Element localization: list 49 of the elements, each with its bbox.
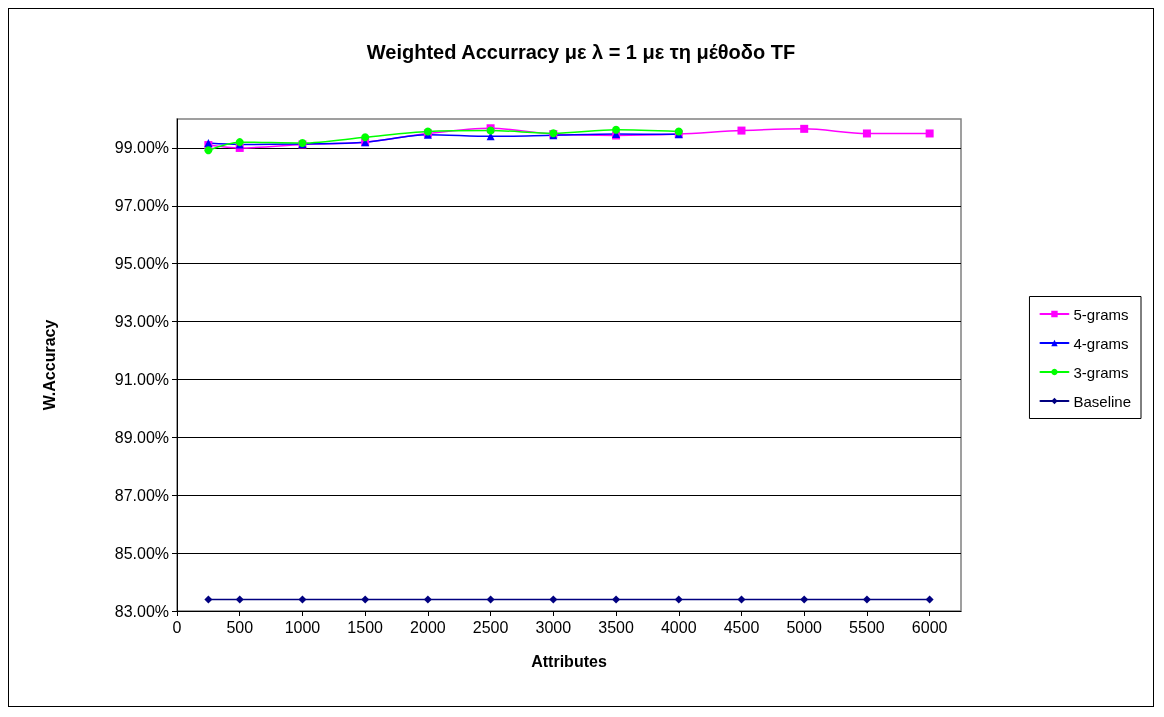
x-tick-label: 4000 (660, 618, 697, 636)
point (925, 595, 934, 604)
x-tick-label: 0 (172, 618, 182, 636)
y-tick-label: 91.00% (114, 370, 169, 388)
x-tick-label: 2500 (472, 618, 509, 636)
y-tick-label: 89.00% (114, 428, 169, 446)
point (737, 595, 746, 604)
x-tick-label: 500 (226, 618, 254, 636)
point (204, 146, 213, 155)
y-tick-label: 87.00% (114, 486, 169, 504)
x-tick-label: 1500 (347, 618, 384, 636)
point (486, 595, 495, 604)
chart-title: Weighted Accurracy με λ = 1 με τη μέθοδο TF (366, 41, 796, 63)
point (612, 595, 621, 604)
point (925, 129, 934, 138)
legend-label: Baseline (1073, 392, 1132, 410)
point (204, 595, 213, 604)
point (800, 124, 809, 133)
point (737, 126, 746, 135)
legend-label: 5-grams (1073, 305, 1129, 323)
point (361, 133, 370, 142)
point (235, 595, 244, 604)
x-tick-label: 3000 (535, 618, 572, 636)
y-tick-label: 93.00% (114, 313, 169, 331)
point (800, 595, 809, 604)
legend-label: 4-grams (1073, 334, 1129, 352)
x-tick-label: 5500 (849, 618, 885, 636)
y-tick-label: 97.00% (114, 197, 169, 215)
point (298, 595, 307, 604)
point (862, 595, 871, 604)
point (674, 595, 683, 604)
point (423, 595, 432, 604)
x-tick-label: 4500 (723, 618, 760, 636)
point (862, 129, 871, 138)
point (361, 595, 370, 604)
x-tick-label: 2000 (410, 618, 446, 636)
y-tick-label: 95.00% (114, 255, 169, 273)
x-axis-title: Attributes (531, 652, 607, 670)
legend-label: 3-grams (1073, 363, 1129, 381)
x-tick-label: 5000 (786, 618, 823, 636)
y-axis-title: W.Accuracy (40, 319, 58, 411)
x-tick-label: 6000 (911, 618, 948, 636)
point (612, 125, 621, 134)
x-tick-label: 3500 (598, 618, 634, 636)
y-tick-label: 99.00% (114, 139, 169, 157)
x-tick-label: 1000 (284, 618, 321, 636)
y-tick-label: 83.00% (114, 602, 169, 620)
y-tick-label: 85.00% (114, 544, 169, 562)
point (549, 595, 558, 604)
